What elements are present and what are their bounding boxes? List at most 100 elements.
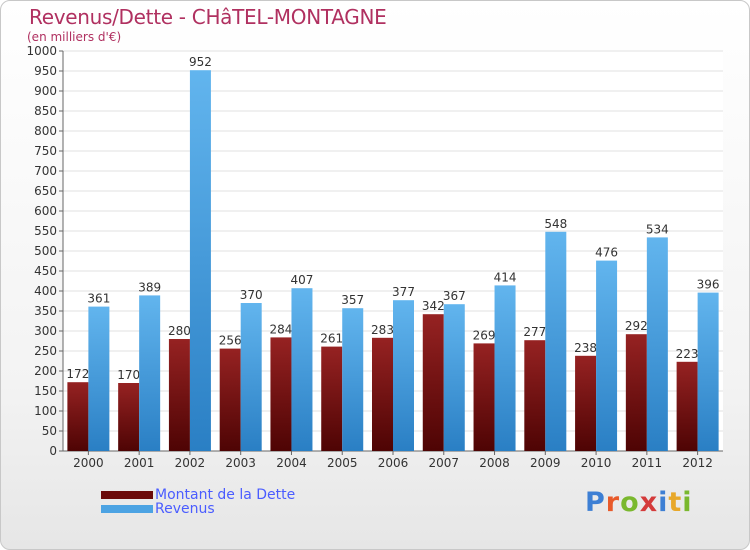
y-tick-label: 850 [34,104,57,118]
bar-revenus [545,231,567,451]
chart-subtitle: (en milliers d'€) [27,30,122,44]
value-label-revenus: 414 [494,270,517,284]
x-tick-label: 2008 [479,456,510,470]
y-tick-label: 900 [34,84,57,98]
y-tick-label: 0 [49,444,57,458]
value-label-dette: 292 [625,319,648,333]
bar-revenus [494,285,516,451]
value-label-dette: 256 [219,334,242,348]
logo-letter: r [605,487,621,518]
bar-revenus [443,304,465,451]
value-label-revenus: 377 [392,285,415,299]
x-tick-label: 2000 [73,456,104,470]
bar-revenus [646,237,668,451]
bar-dette [473,343,495,451]
y-tick-label: 800 [34,124,57,138]
x-tick-label: 2005 [327,456,358,470]
bar-dette [67,382,89,451]
value-label-dette: 280 [168,324,191,338]
y-tick-label: 500 [34,244,57,258]
value-label-revenus: 407 [291,273,314,287]
value-label-revenus: 476 [595,246,618,260]
bar-dette [524,340,546,451]
value-label-revenus: 370 [240,288,263,302]
x-tick-label: 2011 [632,456,663,470]
bar-revenus [291,288,313,451]
y-tick-label: 750 [34,144,57,158]
legend-label-dette: Montant de la Dette [155,487,296,503]
value-label-dette: 261 [320,332,343,346]
bar-dette [321,346,343,451]
y-tick-label: 450 [34,264,57,278]
value-label-revenus: 396 [697,278,720,292]
x-tick-label: 2007 [428,456,459,470]
logo-letter: i [682,487,693,518]
value-label-dette: 238 [574,341,597,355]
logo-letter: i [658,487,669,518]
y-tick-label: 400 [34,284,57,298]
x-tick-label: 2003 [225,456,256,470]
y-tick-label: 950 [34,64,57,78]
legend-label-revenus: Revenus [155,501,215,517]
y-tick-label: 50 [42,424,57,438]
logo-letter: P [585,487,606,518]
value-label-revenus: 534 [646,222,669,236]
value-label-dette: 284 [270,322,293,336]
bar-revenus [88,306,110,451]
value-label-dette: 170 [117,368,140,382]
bar-revenus [342,308,364,451]
y-tick-label: 600 [34,204,57,218]
x-tick-label: 2002 [175,456,206,470]
y-tick-label: 250 [34,344,57,358]
value-label-revenus: 548 [544,217,567,231]
bar-revenus [240,303,262,451]
value-label-revenus: 357 [341,293,364,307]
bar-dette [625,334,647,451]
legend-swatch-revenus [101,505,153,513]
bar-dette [168,339,190,451]
logo-letter: t [668,487,683,518]
bar-dette [676,361,698,451]
legend-swatch-dette [101,491,153,499]
value-label-revenus: 389 [138,280,161,294]
x-tick-label: 2009 [530,456,561,470]
bar-dette [372,337,393,451]
bar-revenus [393,300,414,451]
value-label-revenus: 367 [443,289,466,303]
x-tick-label: 2001 [124,456,155,470]
chart-title: Revenus/Dette - CHâTEL-MONTAGNE [29,5,387,29]
value-label-dette: 223 [676,347,699,361]
value-label-dette: 277 [523,325,546,339]
bar-dette [422,314,444,451]
y-tick-label: 300 [34,324,57,338]
bar-dette [118,383,140,451]
x-tick-label: 2010 [581,456,612,470]
bar-dette [270,337,292,451]
bar-dette [219,348,241,451]
y-tick-label: 550 [34,224,57,238]
y-tick-label: 700 [34,164,57,178]
bar-dette [575,355,597,451]
x-tick-label: 2012 [682,456,713,470]
y-tick-label: 150 [34,384,57,398]
value-label-dette: 269 [473,328,496,342]
y-tick-label: 1000 [26,44,57,58]
logo-letter: o [620,487,640,518]
bar-revenus [596,260,618,451]
y-tick-label: 200 [34,364,57,378]
bar-revenus [697,292,719,451]
bar-revenus [189,70,211,451]
y-tick-label: 350 [34,304,57,318]
proxiti-logo: Proxiti [585,487,693,518]
y-tick-label: 100 [34,404,57,418]
value-label-revenus: 952 [189,55,212,69]
value-label-revenus: 361 [87,292,110,306]
value-label-dette: 342 [422,299,445,313]
logo-letter: x [639,487,659,518]
x-tick-label: 2006 [378,456,409,470]
x-tick-label: 2004 [276,456,307,470]
value-label-dette: 172 [66,367,89,381]
value-label-dette: 283 [371,323,394,337]
